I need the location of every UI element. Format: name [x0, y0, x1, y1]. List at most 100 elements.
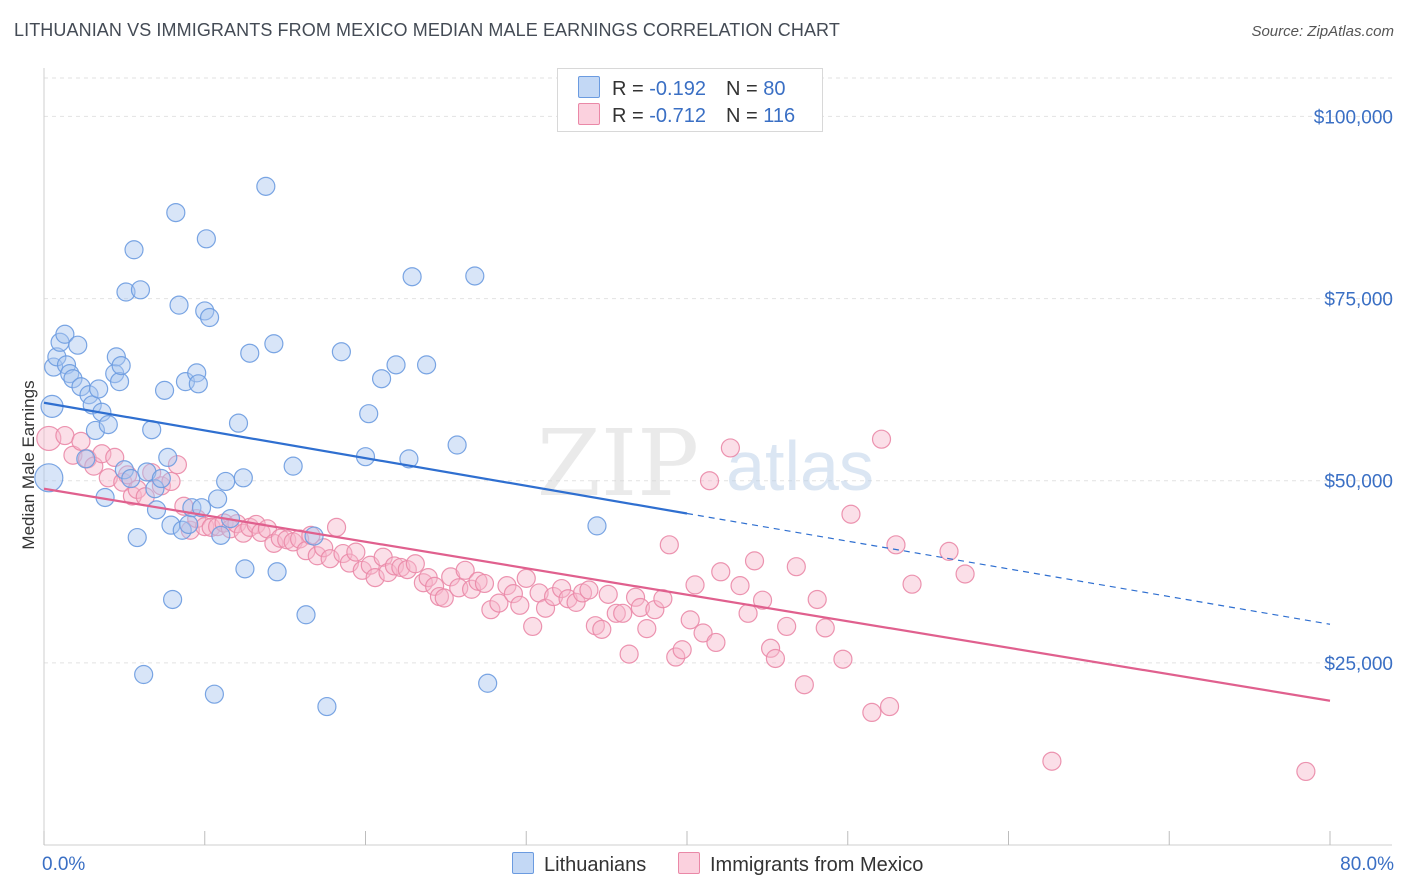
- point-mexico: [637, 619, 657, 639]
- point-lithuanian: [146, 500, 167, 520]
- point-mexico: [807, 589, 827, 610]
- point-mexico: [598, 584, 618, 604]
- point-mexico: [346, 542, 366, 562]
- point-mexico: [693, 623, 713, 643]
- point-mexico: [365, 568, 385, 588]
- point-mexico: [902, 574, 922, 594]
- point-mexico: [455, 560, 475, 580]
- point-lithuanian: [158, 447, 178, 467]
- y-tick-label: $50,000: [1324, 472, 1393, 493]
- point-lithuanian: [124, 240, 144, 260]
- point-mexico: [699, 471, 720, 491]
- point-lithuanian: [216, 471, 236, 492]
- point-mexico: [706, 632, 726, 653]
- point-mexico: [794, 675, 814, 695]
- bottom-legend-label: Immigrants from Mexico: [710, 854, 924, 876]
- point-mexico: [201, 517, 221, 537]
- point-lithuanian: [233, 468, 253, 488]
- point-mexico: [270, 528, 290, 548]
- point-mexico: [666, 647, 686, 667]
- point-lithuanian: [478, 673, 498, 693]
- point-mexico: [566, 592, 586, 612]
- bottom-legend-label: Lithuanians: [544, 854, 647, 876]
- legend-row-mexico: R = -0.712 N = 116: [578, 103, 795, 127]
- legend-n-value: 80: [763, 78, 786, 100]
- point-mexico: [606, 603, 626, 623]
- point-lithuanian: [465, 266, 485, 286]
- point-mexico: [55, 425, 75, 446]
- point-mexico: [659, 535, 679, 555]
- watermark-atlas: atlas: [726, 427, 874, 505]
- point-lithuanian: [145, 479, 165, 499]
- point-mexico: [36, 425, 62, 452]
- point-lithuanian: [76, 449, 96, 469]
- point-mexico: [503, 584, 523, 604]
- point-lithuanian: [63, 369, 83, 389]
- legend-r-value: -0.192: [649, 78, 706, 100]
- point-mexico: [685, 575, 705, 595]
- point-mexico: [711, 562, 731, 582]
- point-lithuanian: [296, 605, 316, 625]
- legend-n-value: 116: [763, 105, 796, 127]
- point-lithuanian: [60, 364, 80, 384]
- point-lithuanian: [267, 562, 287, 582]
- point-lithuanian: [163, 589, 183, 610]
- point-lithuanian: [240, 343, 260, 363]
- point-mexico: [879, 696, 900, 717]
- legend-swatch-pink: [578, 103, 600, 125]
- point-lithuanian: [228, 413, 249, 433]
- point-lithuanian: [109, 372, 130, 392]
- point-lithuanian: [204, 684, 224, 704]
- point-mexico: [786, 557, 806, 577]
- point-lithuanian: [55, 324, 75, 344]
- point-mexico: [320, 549, 340, 569]
- point-mexico: [71, 431, 91, 451]
- point-mexico: [765, 648, 786, 669]
- point-lithuanian: [98, 415, 118, 435]
- point-mexico: [738, 603, 758, 623]
- point-lithuanian: [256, 176, 276, 196]
- trend-layer: [43, 401, 1331, 702]
- point-mexico: [886, 535, 906, 555]
- y-tick-label: $25,000: [1324, 654, 1393, 675]
- point-mexico: [543, 586, 564, 607]
- point-lithuanian: [179, 514, 199, 535]
- point-mexico: [523, 616, 543, 637]
- point-lithuanian: [191, 498, 212, 518]
- point-mexico: [497, 576, 517, 596]
- point-mexico: [326, 517, 347, 537]
- point-mexico: [585, 616, 605, 636]
- point-lithuanian: [208, 489, 228, 509]
- point-mexico: [489, 593, 509, 613]
- point-lithuanian: [283, 456, 303, 476]
- point-lithuanian: [106, 347, 126, 367]
- point-lithuanian: [134, 664, 154, 685]
- point-lithuanian: [47, 347, 67, 367]
- point-lithuanian: [130, 280, 151, 300]
- point-mexico: [630, 597, 650, 618]
- legend-n-label: N =: [725, 105, 758, 127]
- source-label: Source: ZipAtlas.com: [1251, 23, 1394, 40]
- x-tick-label-right: 80.0%: [1340, 854, 1394, 875]
- point-mexico: [481, 600, 501, 620]
- point-mexico: [264, 533, 284, 553]
- legend-r-label: R =: [612, 105, 644, 127]
- point-lithuanian: [169, 295, 189, 315]
- point-mexico: [680, 610, 700, 630]
- point-lithuanian: [111, 356, 131, 376]
- bottom-legend-mexico: Immigrants from Mexico: [678, 852, 923, 877]
- point-lithuanian: [116, 282, 136, 302]
- point-lithuanian: [127, 527, 147, 548]
- point-lithuanian: [587, 516, 607, 536]
- point-lithuanian: [447, 435, 467, 455]
- point-lithuanian: [359, 404, 379, 424]
- legend-swatch-blue: [578, 76, 600, 98]
- point-mexico: [619, 644, 639, 664]
- point-mexico: [434, 588, 454, 608]
- point-mexico: [579, 580, 599, 600]
- point-mexico: [625, 587, 646, 607]
- axis-layer: $25,000 $50,000 $75,000 $100,000 0.0% 80.0%: [42, 68, 1394, 875]
- watermark-zip: ZIP: [537, 410, 699, 517]
- point-mexico: [405, 554, 425, 574]
- legend-r-value: -0.712: [649, 105, 706, 127]
